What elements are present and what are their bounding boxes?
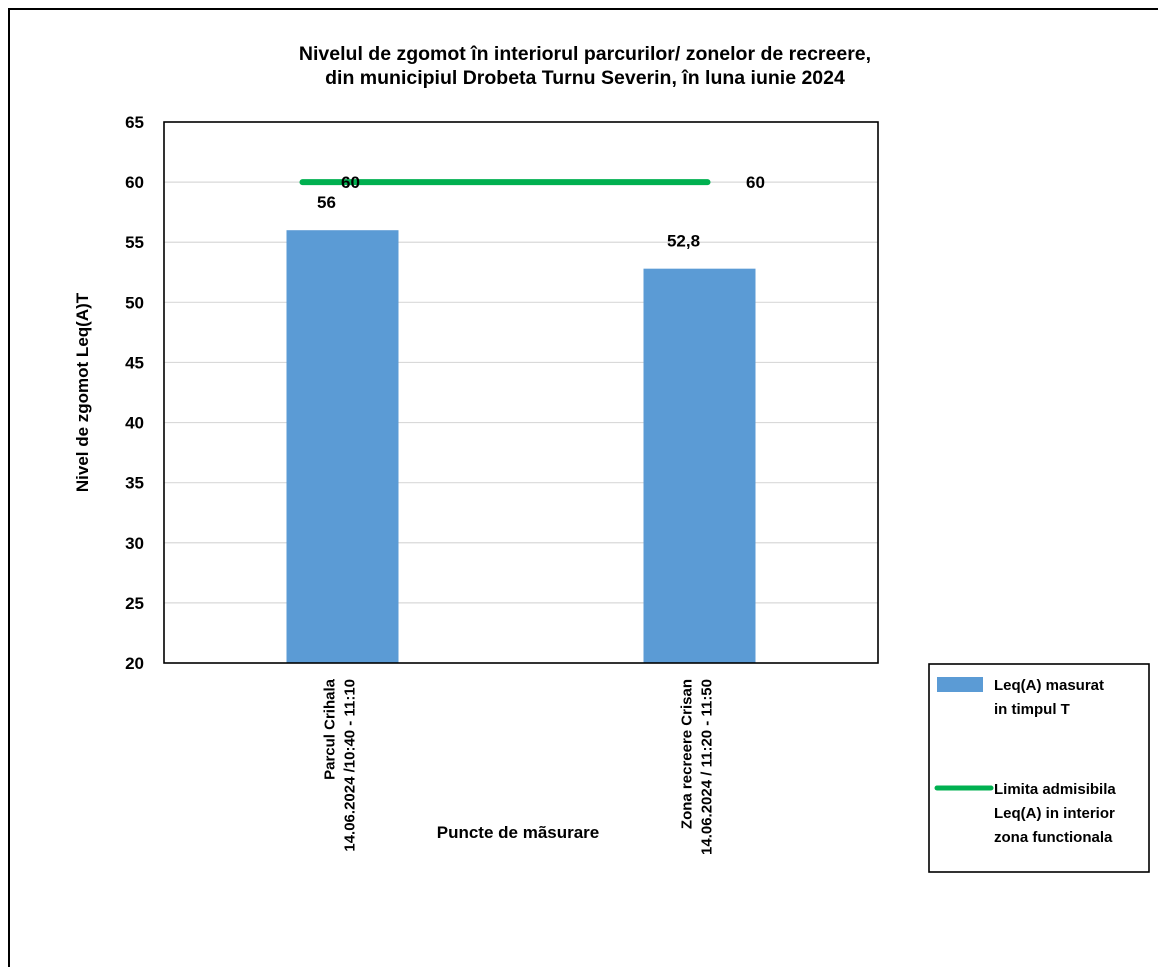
y-tick-label: 30 bbox=[125, 534, 144, 553]
y-tick-label: 40 bbox=[125, 414, 144, 433]
bar bbox=[644, 269, 756, 663]
grid bbox=[164, 182, 878, 603]
legend-label-measured: Leq(A) masurat bbox=[994, 677, 1104, 694]
y-tick-label: 50 bbox=[125, 293, 144, 312]
y-tick-label: 55 bbox=[125, 233, 144, 252]
bar-series bbox=[287, 230, 756, 663]
legend: Leq(A) masurat in timpul T Limita admisibi… bbox=[929, 664, 1149, 872]
category-label-line: Zona recreere Crisan bbox=[679, 679, 696, 829]
y-tick-label: 20 bbox=[125, 654, 144, 673]
line-data-label: 60 bbox=[341, 173, 360, 192]
x-axis-label: Puncte de mãsurare bbox=[437, 823, 600, 842]
plot-area-border bbox=[164, 122, 878, 663]
y-tick-label: 35 bbox=[125, 474, 144, 493]
axes bbox=[164, 122, 878, 663]
category-label-line: Parcul Crihala bbox=[322, 678, 339, 780]
legend-label-limit: Leq(A) in interior bbox=[994, 805, 1115, 822]
legend-swatch-bar bbox=[937, 677, 983, 692]
category-label: Parcul Crihala 14.06.2024 /10:40 - 11:10 bbox=[322, 678, 359, 851]
y-tick-label: 60 bbox=[125, 173, 144, 192]
chart-title: din municipiul Drobeta Turnu Severin, în… bbox=[325, 67, 845, 89]
legend-label-limit: zona functionala bbox=[994, 829, 1113, 846]
legend-label-limit: Limita admisibila bbox=[994, 781, 1116, 798]
category-label-line: 14.06.2024 /10:40 - 11:10 bbox=[342, 679, 359, 852]
y-axis-label: Nivel de zgomot Leq(A)T bbox=[73, 292, 92, 492]
chart-title: Nivelul de zgomot în interiorul parcuril… bbox=[299, 43, 871, 65]
category-label-line: 14.06.2024 / 11:20 - 11:50 bbox=[699, 679, 716, 855]
category-label: Zona recreere Crisan 14.06.2024 / 11:20 -… bbox=[679, 679, 716, 855]
bar bbox=[287, 230, 399, 663]
y-tick-label: 45 bbox=[125, 353, 144, 372]
line-data-label: 60 bbox=[746, 173, 765, 192]
bar-data-label: 52,8 bbox=[667, 232, 700, 251]
legend-label-measured: in timpul T bbox=[994, 701, 1070, 718]
bar-data-label: 56 bbox=[317, 193, 336, 212]
y-tick-label: 65 bbox=[125, 113, 144, 132]
y-tick-label: 25 bbox=[125, 594, 144, 613]
